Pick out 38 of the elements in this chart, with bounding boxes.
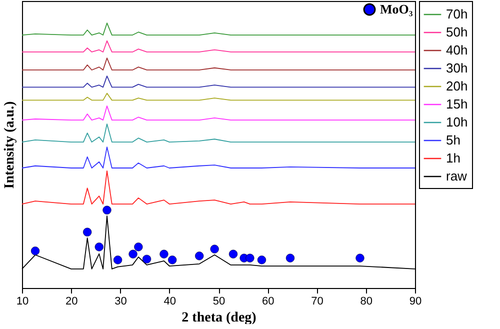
point (134, 242, 143, 252)
point (30, 246, 40, 256)
legend-label: raw (446, 168, 468, 184)
point (128, 250, 138, 258)
legend-label: 20h (446, 78, 468, 94)
legend-label: 40h (446, 42, 468, 58)
point (83, 228, 92, 236)
point (113, 256, 122, 264)
legend-label: 70h (446, 6, 468, 22)
legend-label: 10h (446, 114, 468, 130)
legend-label: 1h (446, 150, 460, 166)
point (286, 254, 295, 262)
x-tick-label: 40 (164, 296, 176, 308)
point (228, 250, 238, 258)
x-tick-label: 80 (360, 296, 372, 308)
point (102, 206, 112, 214)
x-tick-label: 70 (311, 296, 324, 308)
point (210, 244, 219, 254)
x-tick-label: 90 (409, 296, 422, 308)
legend-label: MoO₃ (380, 2, 413, 16)
x-tick-label: 50 (212, 296, 226, 308)
legend-label: 30h (446, 60, 468, 76)
x-tick-label: 60 (262, 296, 274, 308)
y-axis-title: Intensity (a.u.) (2, 100, 18, 189)
legend-label: 5h (446, 132, 460, 148)
point (94, 242, 104, 252)
point (160, 250, 168, 258)
x-tick-label: 10 (16, 296, 29, 308)
legend-label: 15h (446, 96, 468, 112)
legend-label: 50h (446, 24, 468, 40)
point (168, 256, 177, 264)
point (356, 254, 364, 262)
x-tick-label: 20 (66, 296, 78, 308)
point (246, 254, 254, 262)
x-tick-label: 30 (114, 296, 127, 308)
point (257, 256, 266, 264)
point (195, 252, 204, 260)
point (142, 254, 152, 264)
